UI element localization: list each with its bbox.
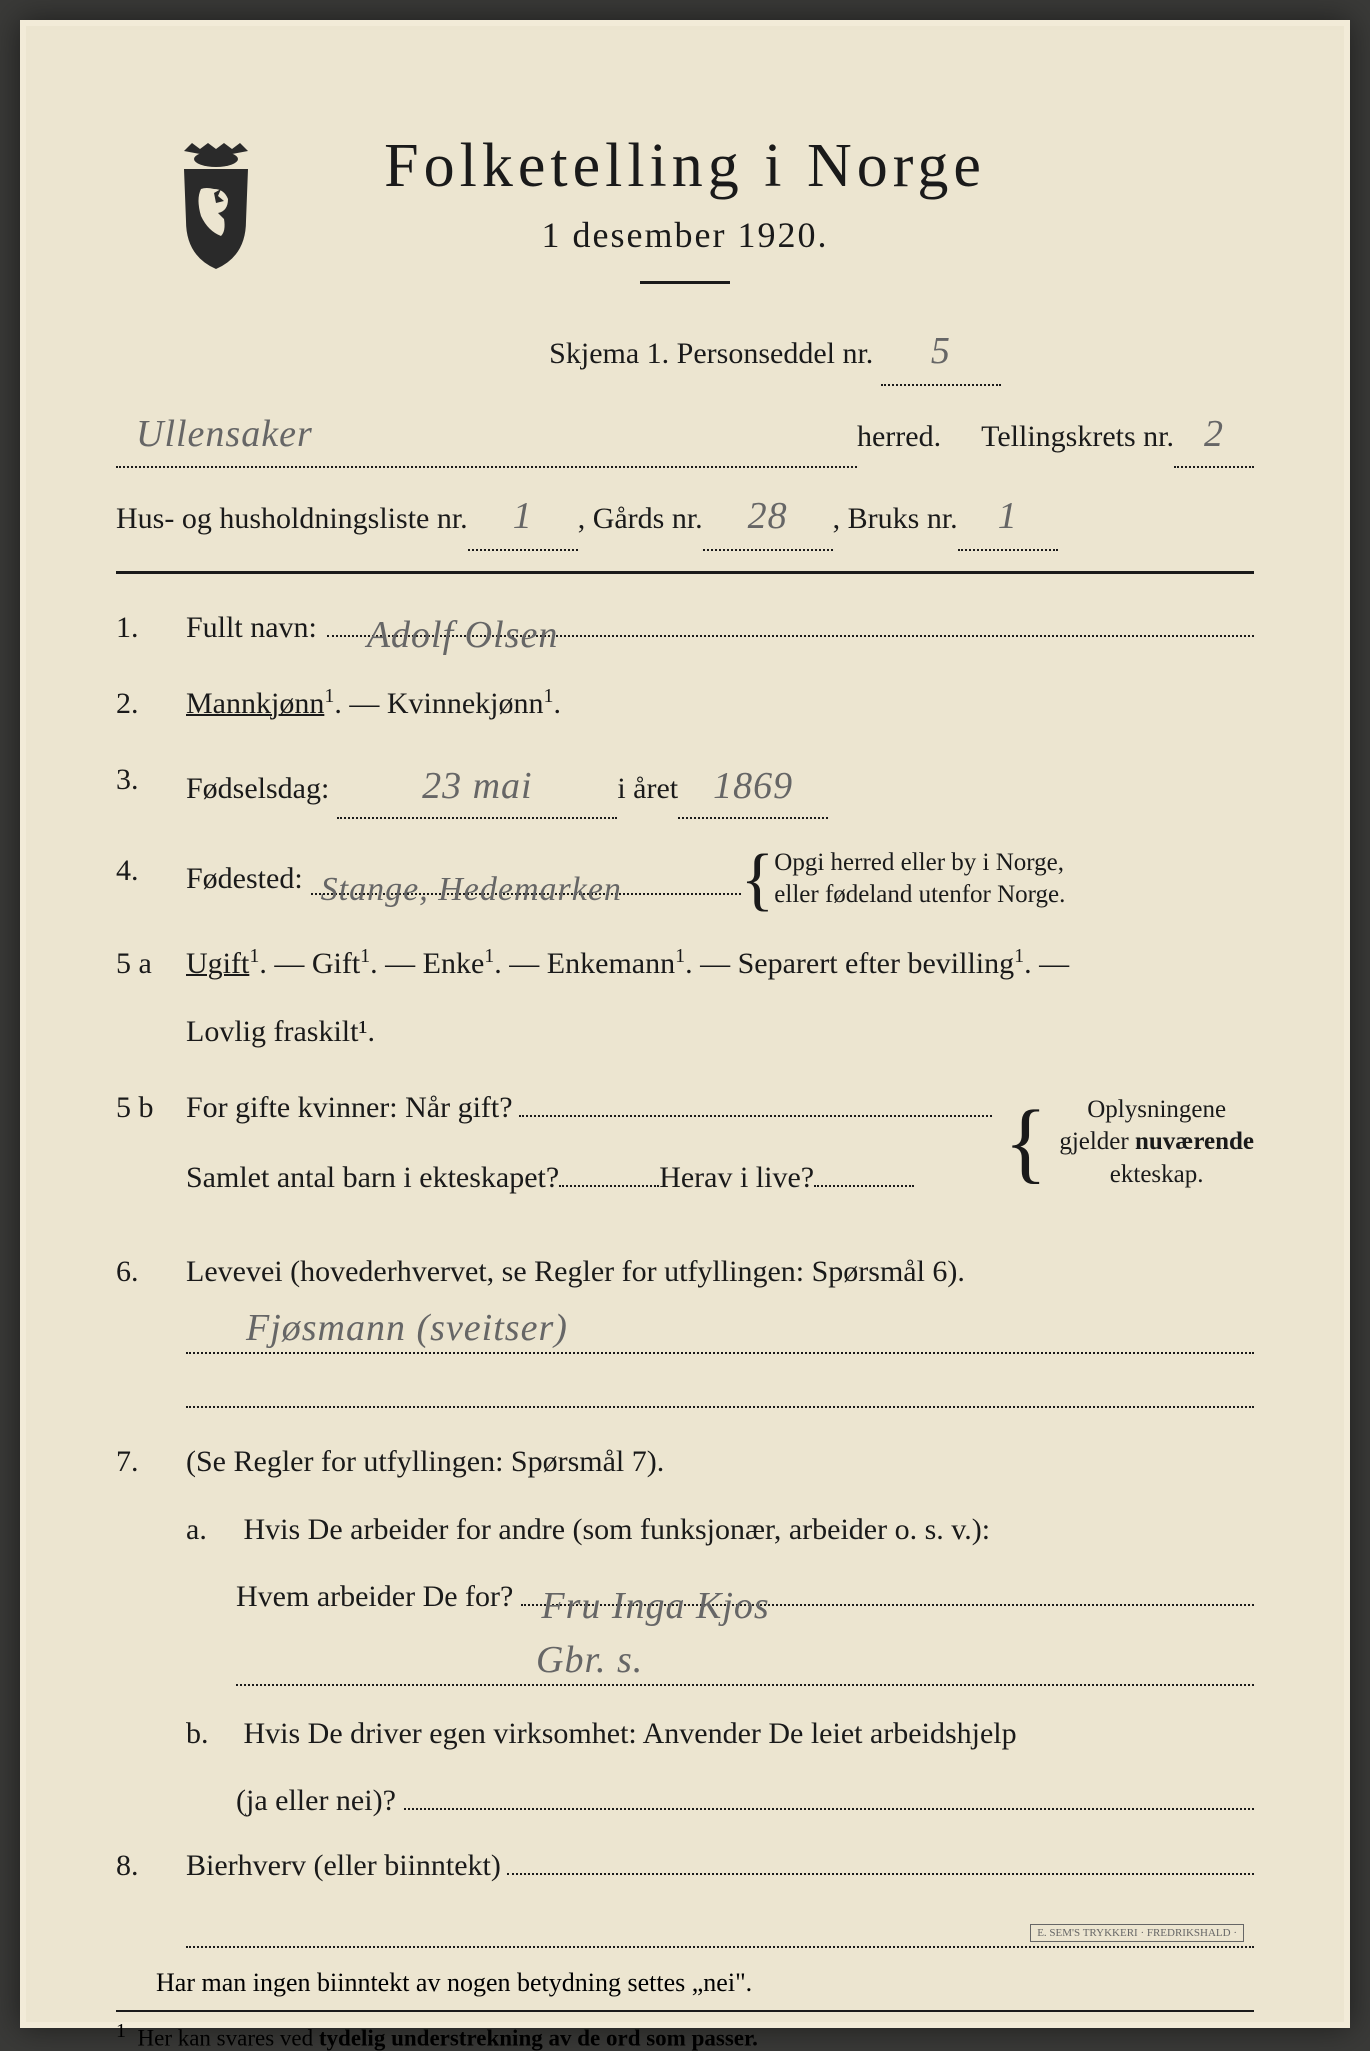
main-title: Folketelling i Norge [116, 131, 1254, 202]
q8-num: 8. [116, 1842, 186, 1890]
bruks-field[interactable]: 1 [958, 484, 1058, 551]
q1-row: 1. Fullt navn: Adolf Olsen [116, 604, 1254, 652]
q7b-letter: b. [186, 1708, 236, 1759]
subtitle-date: 1 desember 1920. [116, 214, 1254, 256]
q7-label: (Se Regler for utfyllingen: Spørsmål 7). [186, 1438, 1254, 1486]
q8-row: 8. Bierhverv (eller biinntekt) [116, 1842, 1254, 1890]
gaards-field[interactable]: 28 [703, 484, 833, 551]
q5b-live-field[interactable] [814, 1161, 914, 1187]
printer-mark: E. SEM'S TRYKKERI · FREDRIKSHALD · [1030, 1924, 1244, 1942]
q7-row: 7. (Se Regler for utfyllingen: Spørsmål … [116, 1438, 1254, 1486]
header-block: Folketelling i Norge 1 desember 1920. [116, 131, 1254, 284]
herred-field[interactable]: Ullensaker [116, 402, 857, 469]
q7b-q: (ja eller nei)? [236, 1775, 396, 1826]
q3-label: Fødselsdag: [186, 765, 329, 813]
q6-answer-field[interactable]: Fjøsmann (sveitser) [186, 1306, 1254, 1354]
q7b-row: b. Hvis De driver egen virksomhet: Anven… [186, 1708, 1254, 1759]
bruks-label: , Bruks nr. [833, 493, 958, 544]
q2-kvinne[interactable]: Kvinnekjønn [387, 687, 544, 720]
q5a-ugift[interactable]: Ugift [186, 947, 249, 980]
q6-answer-field-2[interactable] [186, 1360, 1254, 1408]
brace-icon: { [741, 855, 775, 904]
q1-label: Fullt navn: [186, 604, 317, 652]
personseddel-nr-field[interactable]: 5 [881, 319, 1001, 386]
husliste-label: Hus- og husholdningsliste nr. [116, 493, 468, 544]
herred-line: Ullensaker herred. Tellingskrets nr. 2 [116, 402, 1254, 469]
q7a-letter: a. [186, 1504, 236, 1555]
q5b-line2b: Herav i live? [659, 1154, 814, 1202]
q6-label: Levevei (hovederhvervet, se Regler for u… [186, 1248, 1254, 1296]
q7b-label: Hvis De driver egen virksomhet: Anvender… [244, 1717, 1017, 1750]
q4-num: 4. [116, 847, 186, 912]
q7b-answer-field[interactable] [404, 1778, 1254, 1810]
skjema-label: Skjema 1. Personseddel nr. [549, 337, 873, 370]
q7a-row: a. Hvis De arbeider for andre (som funks… [186, 1504, 1254, 1555]
q2-mann[interactable]: Mannkjønn [186, 687, 324, 720]
q4-note: Opgi herred eller by i Norge, eller føde… [774, 847, 1065, 912]
census-form-page: Folketelling i Norge 1 desember 1920. Sk… [20, 20, 1350, 2028]
q6-row: 6. Levevei (hovederhvervet, se Regler fo… [116, 1248, 1254, 1296]
q6-num: 6. [116, 1248, 186, 1296]
q7a-answer-field-2[interactable]: Gbr. s. [236, 1638, 1254, 1686]
skjema-line: Skjema 1. Personseddel nr. 5 [296, 319, 1254, 386]
q4-label: Fødested: [186, 855, 303, 903]
header-rule [116, 571, 1254, 574]
q3-mid: i året [617, 765, 678, 813]
q3-day-field[interactable]: 23 mai [337, 756, 617, 819]
gaards-label: , Gårds nr. [578, 493, 703, 544]
brace-icon: { [1004, 1111, 1047, 1174]
husliste-field[interactable]: 1 [468, 484, 578, 551]
q3-num: 3. [116, 756, 186, 819]
q4-place-field[interactable]: Stange, Hedemarken [311, 863, 741, 895]
q5b-line1: For gifte kvinner: Når gift? [186, 1084, 513, 1132]
footnote: 1 Her kan svares ved tydelig understrekn… [116, 2020, 1254, 2051]
q4-row: 4. Fødested: Stange, Hedemarken { Opgi h… [116, 847, 1254, 912]
footnote-rule [116, 2010, 1254, 2012]
q5b-row: 5 b For gifte kvinner: Når gift? Samlet … [116, 1084, 1254, 1220]
krets-field[interactable]: 2 [1174, 402, 1254, 469]
q7b-q-row: (ja eller nei)? [186, 1775, 1254, 1826]
q8-field[interactable] [507, 1843, 1254, 1875]
q2-row: 2. Mannkjønn1. — Kvinnekjønn1. [116, 680, 1254, 728]
q5b-num: 5 b [116, 1084, 186, 1220]
listnr-line: Hus- og husholdningsliste nr. 1 , Gårds … [116, 484, 1254, 551]
q5b-barn-field[interactable] [559, 1161, 659, 1187]
q3-row: 3. Fødselsdag: 23 mai i året 1869 [116, 756, 1254, 819]
herred-label: herred. [857, 411, 941, 462]
title-divider [640, 281, 730, 284]
q7-num: 7. [116, 1438, 186, 1486]
coat-of-arms-icon [166, 141, 266, 271]
q5b-gift-field[interactable] [519, 1085, 993, 1117]
q5b-line2a: Samlet antal barn i ekteskapet? [186, 1154, 559, 1202]
q7a-label: Hvis De arbeider for andre (som funksjon… [244, 1513, 991, 1546]
q3-year-field[interactable]: 1869 [678, 756, 828, 819]
q2-num: 2. [116, 680, 186, 728]
q5a-row: 5 a Ugift1. — Gift1. — Enke1. — Enkemann… [116, 940, 1254, 1056]
q5b-note: Oplysningene gjelder nuværende ekteskap. [1059, 1094, 1254, 1192]
krets-label: Tellingskrets nr. [981, 411, 1174, 462]
q7a-answer-field[interactable]: Fru Inga Kjos [521, 1574, 1254, 1606]
q7a-q-row: Hvem arbeider De for? Fru Inga Kjos [186, 1571, 1254, 1622]
q5a-line2: Lovlig fraskilt¹. [186, 1008, 1254, 1056]
q7a-q: Hvem arbeider De for? [236, 1571, 513, 1622]
q5a-num: 5 a [116, 940, 186, 1056]
q1-name-field[interactable]: Adolf Olsen [327, 605, 1254, 637]
q1-num: 1. [116, 604, 186, 652]
q8-label: Bierhverv (eller biinntekt) [186, 1842, 501, 1890]
footer-note: Har man ingen biinntekt av nogen betydni… [156, 1968, 1254, 1998]
